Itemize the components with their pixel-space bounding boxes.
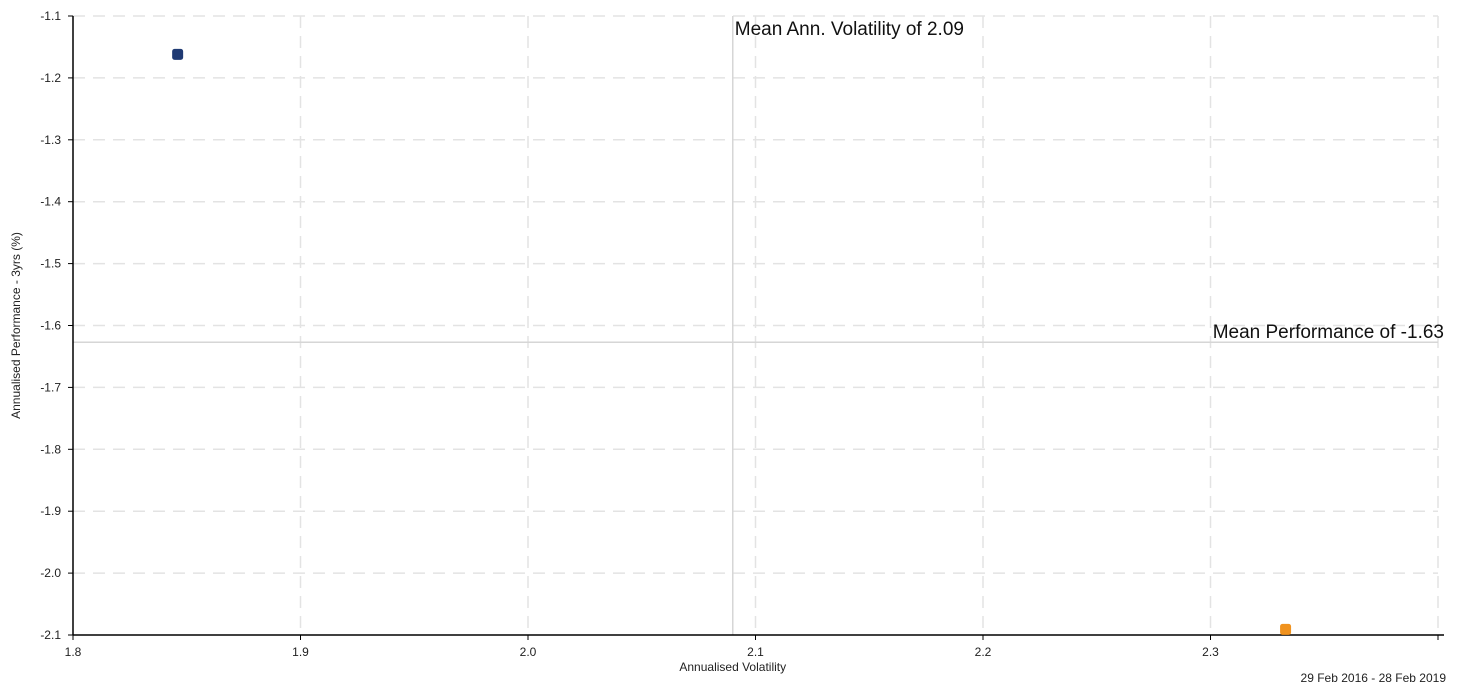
y-tick-label: -1.4 [40, 195, 61, 209]
y-tick-label: -1.8 [40, 442, 61, 456]
date-range-label: 29 Feb 2016 - 28 Feb 2019 [1301, 671, 1447, 685]
y-tick-label: -2.1 [40, 628, 61, 642]
mean-lines: Mean Ann. Volatility of 2.09 Mean Perfor… [73, 16, 1444, 635]
x-tick-label: 2.3 [1202, 645, 1219, 659]
data-point[interactable] [1280, 623, 1292, 635]
mean-volatility-label: Mean Ann. Volatility of 2.09 [735, 19, 964, 40]
y-tick-label: -2.0 [40, 566, 61, 580]
x-tick-label: 1.9 [292, 645, 309, 659]
x-axis-title: Annualised Volatility [679, 660, 786, 674]
y-tick-label: -1.6 [40, 319, 61, 333]
data-point[interactable] [172, 48, 184, 60]
x-tick-label: 2.0 [520, 645, 537, 659]
y-tick-label: -1.7 [40, 380, 61, 394]
y-tick-label: -1.3 [40, 133, 61, 147]
y-tick-label: -1.2 [40, 71, 61, 85]
y-tick-label: -1.5 [40, 257, 61, 271]
y-axis-title: Annualised Performance - 3yrs (%) [9, 232, 23, 419]
y-tick-label: -1.9 [40, 504, 61, 518]
x-tick-label: 1.8 [65, 645, 82, 659]
mean-performance-label: Mean Performance of -1.63 [1213, 322, 1444, 343]
y-tick-label: -1.1 [40, 9, 61, 23]
data-points [172, 48, 1292, 635]
grid [73, 15, 1439, 635]
x-tick-label: 2.1 [747, 645, 764, 659]
tick-labels: 1.8 1.9 2.0 2.1 2.2 2.3 -1.1 -1.2 -1.3 -1.4 -1.5 -1… [40, 9, 1439, 659]
x-tick-label: 2.2 [975, 645, 992, 659]
